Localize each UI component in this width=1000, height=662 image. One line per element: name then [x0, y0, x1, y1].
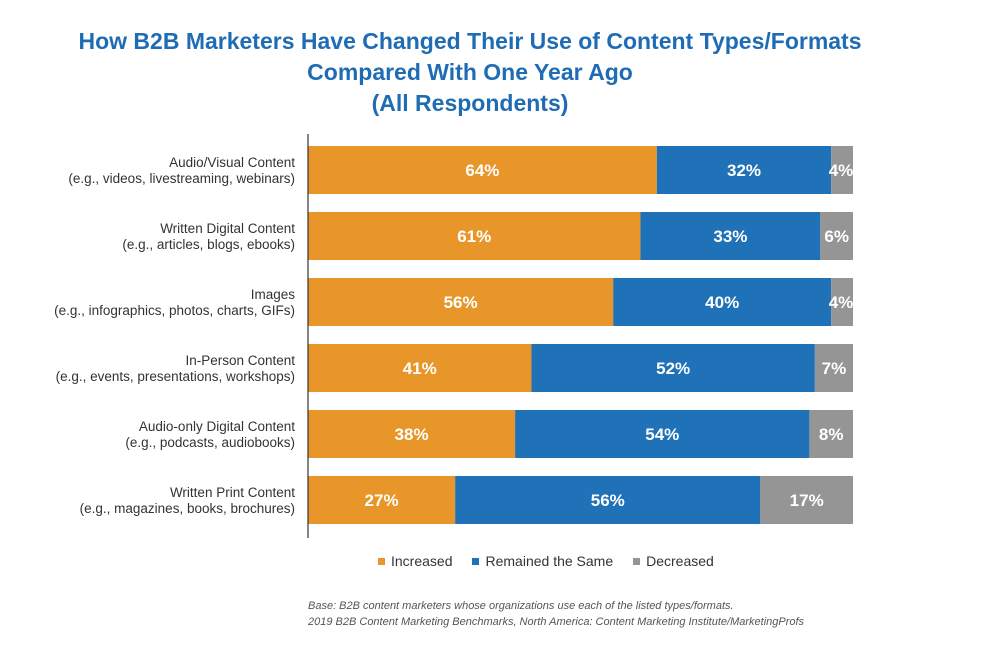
data-label-remained-the-same-0: 32%	[727, 161, 761, 180]
bar-increased-4	[308, 410, 516, 458]
chart-title: How B2B Marketers Have Changed Their Use…	[0, 26, 940, 119]
data-label-decreased-5: 17%	[790, 491, 824, 510]
data-label-decreased-1: 6%	[824, 227, 849, 246]
category-label-4: Audio-only Digital Content	[139, 419, 295, 434]
footnote-base: Base: B2B content marketers whose organi…	[308, 600, 734, 612]
data-label-remained-the-same-1: 33%	[713, 227, 747, 246]
data-label-increased-2: 56%	[444, 293, 478, 312]
bar-remained-the-same-4	[515, 410, 810, 458]
data-label-increased-4: 38%	[395, 425, 429, 444]
category-label-3: In-Person Content	[185, 353, 295, 368]
data-label-increased-3: 41%	[403, 359, 437, 378]
legend-swatch-increased	[378, 557, 385, 565]
category-sublabel-5: (e.g., magazines, books, brochures)	[80, 501, 295, 516]
legend-label-remained-the-same: Remained the Same	[485, 553, 614, 569]
bar-decreased-2	[831, 278, 853, 326]
data-label-remained-the-same-5: 56%	[591, 491, 625, 510]
legend-label-decreased: Decreased	[646, 553, 714, 569]
legend-item-remained-the-same: Remained the Same	[472, 553, 613, 569]
bar-decreased-3	[814, 344, 853, 392]
data-label-decreased-3: 7%	[822, 359, 847, 378]
category-sublabel-2: (e.g., infographics, photos, charts, GIF…	[54, 303, 295, 318]
category-sublabel-0: (e.g., videos, livestreaming, webinars)	[68, 171, 295, 186]
legend-item-increased: Increased	[378, 553, 452, 569]
bar-remained-the-same-3	[531, 344, 815, 392]
legend-swatch-decreased	[633, 557, 641, 565]
legend-item-decreased: Decreased	[633, 553, 714, 569]
chart-title-line-1: How B2B Marketers Have Changed Their Use…	[78, 28, 862, 54]
bar-decreased-1	[820, 212, 853, 260]
bar-decreased-0	[831, 146, 853, 194]
category-label-2: Images	[251, 287, 296, 302]
category-sublabel-1: (e.g., articles, blogs, ebooks)	[122, 237, 295, 252]
bar-decreased-4	[809, 410, 853, 458]
bar-remained-the-same-2	[613, 278, 832, 326]
data-label-decreased-2: 4%	[829, 293, 854, 312]
legend: Increased Remained the Same Decreased	[378, 552, 734, 570]
category-label-0: Audio/Visual Content	[169, 155, 295, 170]
bar-remained-the-same-0	[656, 146, 832, 194]
data-label-remained-the-same-2: 40%	[705, 293, 739, 312]
footnote-source: 2019 B2B Content Marketing Benchmarks, N…	[308, 616, 805, 628]
data-label-remained-the-same-3: 52%	[656, 359, 690, 378]
bar-remained-the-same-1	[640, 212, 821, 260]
chart-title-line-3: (All Respondents)	[371, 90, 569, 116]
data-label-decreased-4: 8%	[819, 425, 844, 444]
bar-decreased-5	[760, 476, 853, 524]
legend-swatch-remained-the-same	[472, 557, 480, 565]
legend-label-increased: Increased	[391, 553, 453, 569]
footnote: Base: B2B content marketers whose organi…	[308, 598, 804, 630]
bar-remained-the-same-5	[455, 476, 761, 524]
bar-increased-3	[308, 344, 532, 392]
data-label-remained-the-same-4: 54%	[645, 425, 679, 444]
bar-increased-0	[308, 146, 657, 194]
data-label-increased-5: 27%	[365, 491, 399, 510]
data-label-decreased-0: 4%	[829, 161, 854, 180]
data-label-increased-0: 64%	[465, 161, 499, 180]
bar-increased-1	[308, 212, 641, 260]
data-label-increased-1: 61%	[457, 227, 491, 246]
category-sublabel-3: (e.g., events, presentations, workshops)	[56, 369, 295, 384]
category-label-1: Written Digital Content	[160, 221, 295, 236]
category-label-5: Written Print Content	[170, 485, 295, 500]
category-sublabel-4: (e.g., podcasts, audiobooks)	[125, 435, 295, 450]
chart-title-line-2: Compared With One Year Ago	[307, 59, 633, 85]
bar-increased-2	[308, 278, 614, 326]
bar-increased-5	[308, 476, 456, 524]
